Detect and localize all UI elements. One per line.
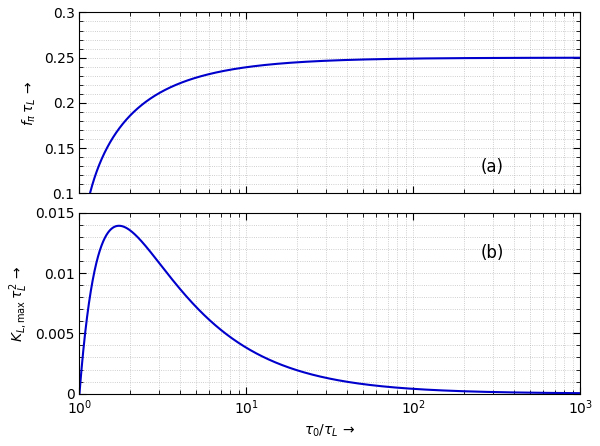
X-axis label: $\tau_0/\tau_L\,\rightarrow$: $\tau_0/\tau_L\,\rightarrow$ <box>304 423 356 439</box>
Text: (b): (b) <box>480 244 503 262</box>
Y-axis label: $f_\pi\,\tau_L\,\rightarrow$: $f_\pi\,\tau_L\,\rightarrow$ <box>21 80 38 126</box>
Text: (a): (a) <box>480 157 503 176</box>
Y-axis label: $K_{L,\mathrm{max}}\,\tau_L^2\,\rightarrow$: $K_{L,\mathrm{max}}\,\tau_L^2\,\rightarr… <box>7 265 29 342</box>
